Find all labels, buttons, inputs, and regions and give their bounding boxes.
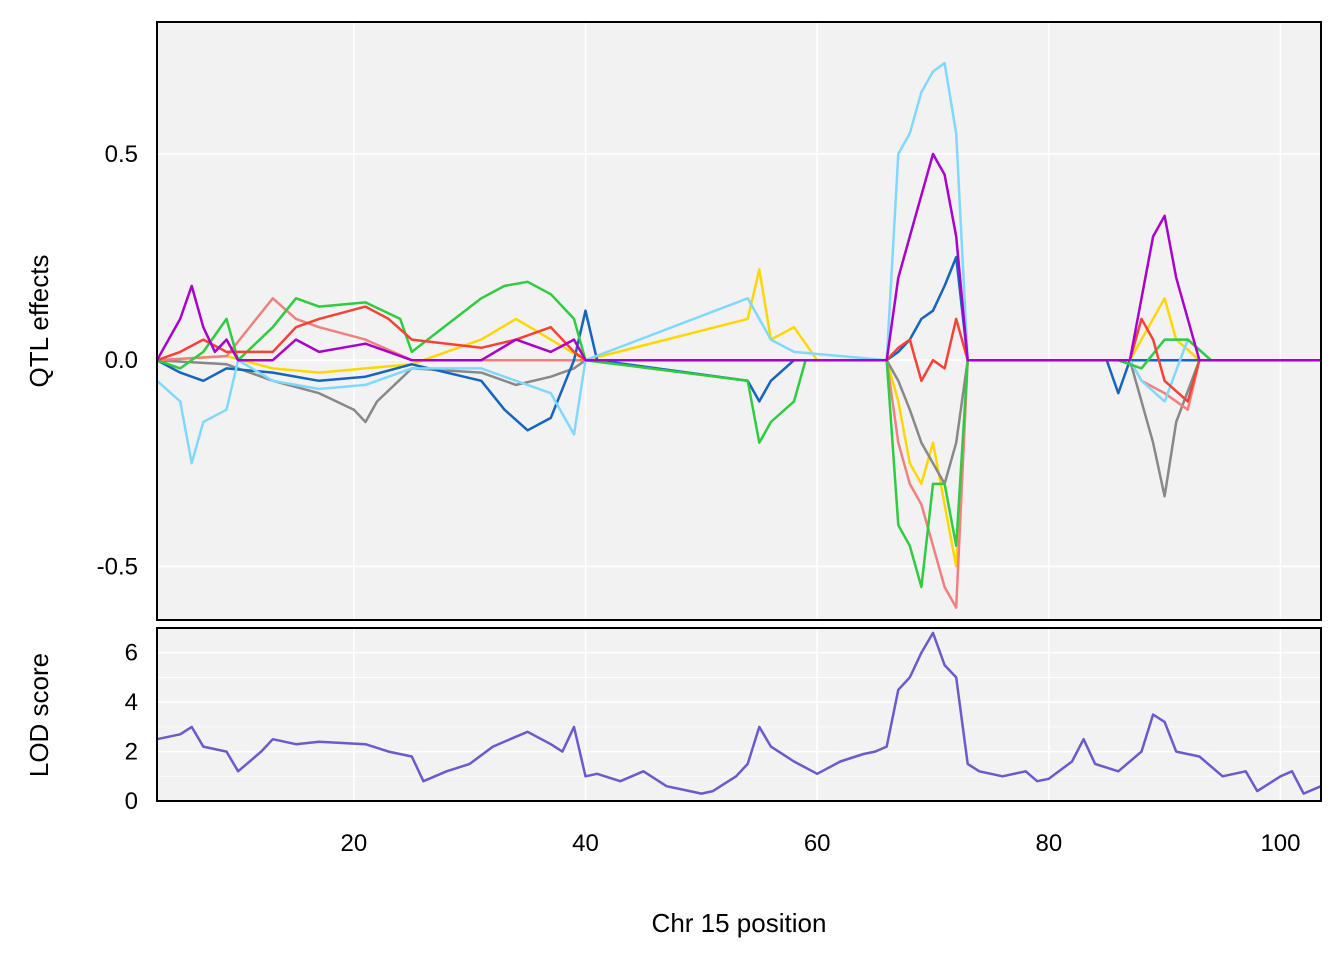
effects-y-tick-label: -0.5 xyxy=(97,553,138,580)
effects-y-tick-label: 0.5 xyxy=(105,141,138,168)
lod-x-ticks: 20 40 60 80 100 xyxy=(341,830,1301,857)
lod-score-line xyxy=(156,631,1322,795)
x-tick-label: 100 xyxy=(1260,830,1300,857)
lod-plot-border xyxy=(156,627,1322,802)
x-tick-label: 60 xyxy=(804,830,831,857)
lod-panel: 0 2 4 6 20 40 60 80 100 LOD score Chr 15 positi… xyxy=(24,627,1322,938)
lod-y-axis-title: LOD score xyxy=(24,653,54,777)
x-tick-label: 80 xyxy=(1035,830,1062,857)
effects-series-line xyxy=(155,152,1321,362)
lod-y-tick-label: 0 xyxy=(125,788,138,815)
effects-panel: -0.5 0.0 0.5 QTL effects xyxy=(24,21,1322,621)
effects-series-line xyxy=(156,358,1321,498)
lod-y-ticks: 0 2 4 6 xyxy=(125,640,138,815)
effects-y-tick-label: 0.0 xyxy=(105,347,138,374)
lod-y-tick-label: 4 xyxy=(125,689,138,716)
lod-series-group xyxy=(156,631,1322,795)
effects-y-ticks: -0.5 0.0 0.5 xyxy=(97,141,138,580)
x-axis-title: Chr 15 position xyxy=(652,908,827,938)
lod-plot-background xyxy=(157,628,1321,801)
lod-y-tick-label: 6 xyxy=(125,640,138,667)
lod-y-tick-label: 2 xyxy=(125,739,138,766)
effects-y-axis-title: QTL effects xyxy=(24,255,54,388)
effects-series-group xyxy=(155,61,1321,609)
effects-plot-border xyxy=(156,21,1322,621)
x-tick-label: 20 xyxy=(341,830,368,857)
x-tick-label: 40 xyxy=(572,830,599,857)
